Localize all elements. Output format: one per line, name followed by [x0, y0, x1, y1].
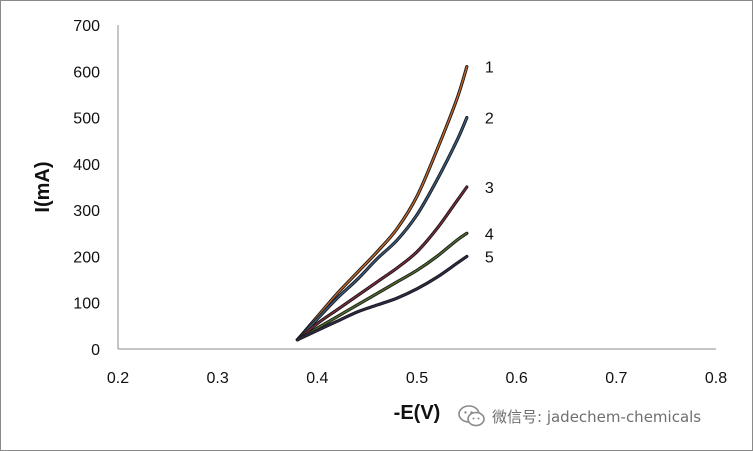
series-line-shadow	[295, 231, 469, 342]
wechat-icon	[458, 405, 485, 427]
y-tick-label: 600	[73, 64, 100, 81]
series-line-shadow	[295, 115, 469, 342]
series-line-3	[296, 186, 468, 341]
series-line-shadow	[295, 185, 469, 342]
y-tick-labels: 0 100 200 300 400 500 600 700	[73, 18, 100, 359]
series-line-1	[296, 65, 468, 341]
series-label-3: 3	[485, 180, 494, 197]
series-label-5: 5	[485, 249, 494, 266]
series-label-2: 2	[485, 111, 494, 128]
axes	[117, 25, 716, 350]
x-tick-label: 0.5	[406, 370, 428, 387]
series-label-4: 4	[485, 226, 494, 243]
series-end-labels: 1 2 3 4 5	[485, 60, 494, 267]
x-tick-label: 0.2	[107, 370, 129, 387]
series-line-5	[296, 255, 468, 341]
y-axis-label: I(mA)	[32, 161, 54, 212]
y-tick-label: 200	[73, 249, 100, 266]
series-line-2	[296, 116, 468, 341]
y-tick-label: 0	[91, 342, 100, 359]
x-tick-labels: 0.2 0.3 0.4 0.5 0.6 0.7 0.8	[107, 370, 727, 387]
y-tick-label: 300	[73, 203, 100, 220]
series-line-shadow	[295, 65, 469, 342]
x-tick-label: 0.6	[506, 370, 528, 387]
y-tick-label: 700	[73, 18, 100, 35]
watermark: 微信号: jadechem-chemicals	[458, 404, 701, 428]
watermark-text: 微信号: jadechem-chemicals	[492, 407, 702, 426]
series-lines	[295, 65, 469, 342]
x-axis-label: -E(V)	[394, 402, 441, 424]
series-label-1: 1	[485, 60, 494, 77]
series-line-4	[296, 232, 468, 341]
y-tick-label: 100	[73, 296, 100, 313]
y-tick-label: 400	[73, 157, 100, 174]
x-tick-label: 0.8	[705, 370, 727, 387]
x-tick-label: 0.4	[306, 370, 328, 387]
x-tick-label: 0.7	[605, 370, 627, 387]
y-tick-label: 500	[73, 111, 100, 128]
x-tick-label: 0.3	[207, 370, 229, 387]
